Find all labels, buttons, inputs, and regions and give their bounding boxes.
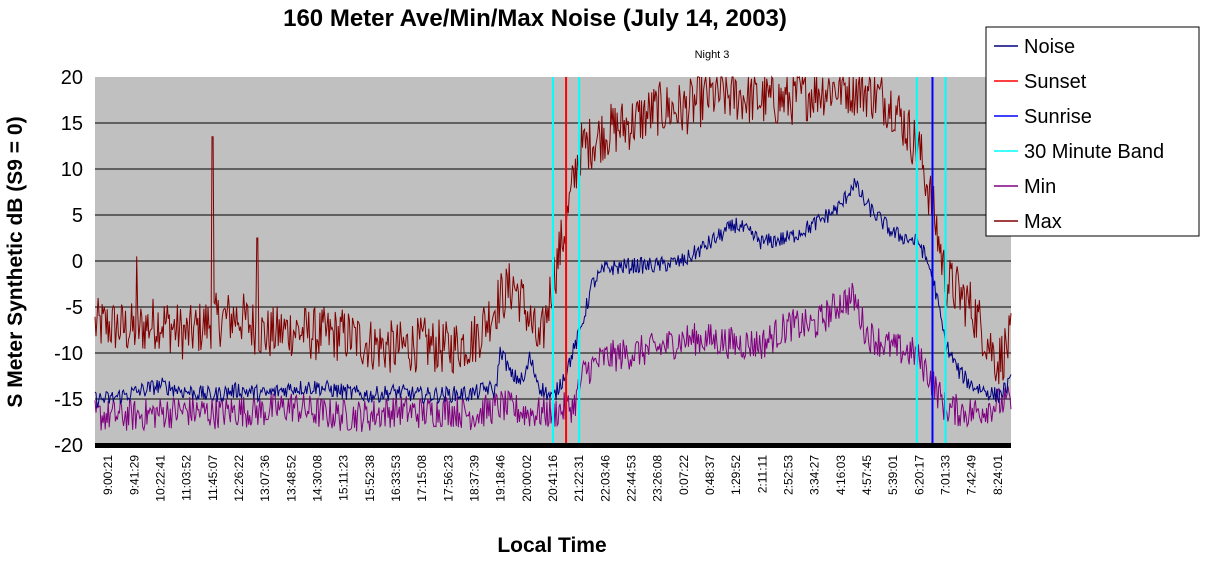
x-tick-label: 7:42:49: [965, 455, 979, 495]
x-tick-label: 19:18:46: [494, 455, 508, 502]
x-tick-label: 23:26:08: [651, 455, 665, 502]
chart-subtitle: Night 3: [695, 49, 730, 61]
y-tick-label: -15: [54, 389, 83, 411]
x-tick-label: 11:45:07: [206, 455, 220, 501]
y-tick-label: 5: [72, 205, 83, 227]
x-tick-label: 21:22:31: [572, 455, 586, 502]
x-tick-label: 1:29:52: [729, 455, 743, 495]
x-tick-label: 17:15:08: [415, 455, 429, 502]
x-tick-label: 6:20:17: [912, 455, 926, 495]
legend: Noise Sunset Sunrise 30 Minute Band Min Max: [985, 26, 1200, 237]
x-tick-label: 7:01:33: [939, 455, 953, 495]
y-tick-label: -10: [54, 343, 83, 365]
legend-label: Max: [1024, 211, 1062, 233]
x-tick-label: 0:48:37: [703, 455, 717, 495]
x-tick-label: 22:44:53: [625, 455, 639, 502]
x-tick-label: 15:11:23: [337, 455, 351, 501]
y-axis-ticks: 20 15 10 5 0 -5 -10 -15 -20: [54, 67, 83, 457]
chart-title: 160 Meter Ave/Min/Max Noise (July 14, 20…: [283, 5, 787, 32]
legend-label: Noise: [1024, 36, 1075, 58]
x-axis-title: Local Time: [497, 534, 606, 557]
x-tick-label: 18:37:39: [467, 455, 481, 502]
x-tick-label: 4:57:45: [860, 455, 874, 495]
x-tick-label: 0:07:22: [677, 455, 691, 495]
legend-label: Sunrise: [1024, 106, 1092, 128]
x-tick-label: 20:41:16: [546, 455, 560, 502]
y-tick-label: 0: [72, 251, 83, 273]
x-tick-label: 14:30:08: [310, 455, 324, 502]
legend-label: Sunset: [1024, 71, 1087, 93]
data-series: [94, 75, 1012, 445]
y-tick-label: 20: [61, 67, 83, 89]
y-tick-label: -20: [54, 435, 83, 457]
x-tick-label: 10:22:41: [153, 455, 167, 502]
x-tick-label: 5:39:01: [886, 455, 900, 495]
x-tick-label: 12:26:22: [232, 455, 246, 502]
x-tick-label: 16:33:53: [389, 455, 403, 502]
legend-label: 30 Minute Band: [1024, 141, 1164, 163]
x-tick-label: 9:00:21: [101, 455, 115, 495]
x-tick-label: 2:52:53: [782, 455, 796, 495]
x-tick-label: 22:03:46: [598, 455, 612, 502]
y-tick-label: -5: [65, 297, 83, 319]
x-tick-label: 20:00:02: [520, 455, 534, 502]
x-tick-label: 8:24:01: [991, 455, 1005, 495]
x-tick-label: 13:48:52: [284, 455, 298, 502]
y-axis-title: S Meter Synthetic dB (S9 = 0): [4, 116, 27, 407]
x-tick-label: 2:11:11: [755, 455, 769, 494]
x-tick-label: 9:41:29: [127, 455, 141, 495]
x-tick-label: 3:34:27: [808, 455, 822, 495]
x-tick-label: 13:07:36: [258, 455, 272, 502]
y-tick-label: 10: [61, 159, 83, 181]
x-tick-label: 17:56:23: [441, 455, 455, 502]
x-tick-label: 11:03:52: [180, 455, 194, 501]
x-tick-label: 4:16:03: [834, 455, 848, 495]
x-axis-ticks: 9:00:21 9:41:29 10:22:41 11:03:52 11:45:07 12…: [101, 455, 1005, 502]
x-tick-label: 15:52:38: [363, 455, 377, 502]
x-axis-line: [95, 443, 1011, 448]
y-tick-label: 15: [61, 113, 83, 135]
legend-label: Min: [1024, 176, 1056, 198]
legend-box: [985, 26, 1200, 237]
